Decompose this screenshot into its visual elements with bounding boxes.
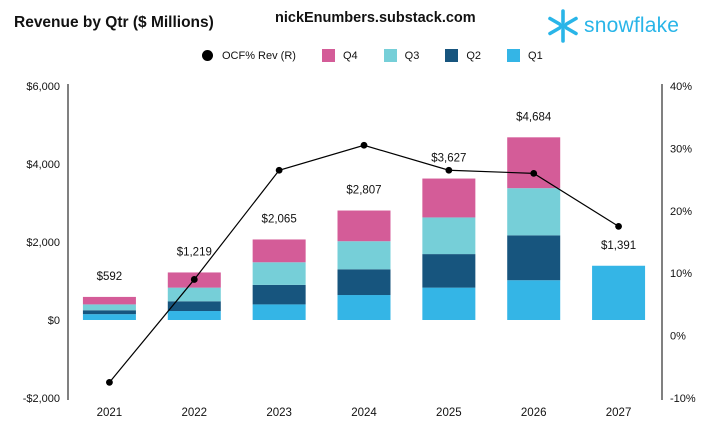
x-tick-label: 2024 [351,407,377,419]
bar-q2 [422,254,476,288]
x-tick-label: 2021 [97,407,123,419]
bar-q1 [252,304,306,320]
chart-legend: OCF% Rev (R) Q4 Q3 Q2 Q1 [202,49,569,62]
bar-q3 [422,217,476,255]
bar-q1 [167,311,221,320]
bar-q1 [422,287,476,320]
bar-q4 [252,239,306,263]
bar-q1 [337,295,391,320]
bar-q1 [507,280,561,320]
ocf-point [106,379,113,386]
legend-label-q4: Q4 [342,49,358,62]
bar-total-label: $1,219 [177,246,212,258]
ocf-point [360,141,368,149]
right-tick-label: 30% [670,143,692,155]
bar-q3 [82,304,136,311]
legend-item-q3: Q3 [383,49,420,62]
right-tick-label: 20% [670,206,692,218]
bar-q2 [507,235,561,281]
bar-total-label: $4,684 [516,111,552,123]
ocf-point [190,276,198,283]
bar-q1 [592,265,646,320]
right-tick-label: 10% [670,268,692,280]
bar-total-label: $592 [97,271,123,283]
bar-q4 [337,210,391,242]
legend-item-q2: Q2 [445,49,481,62]
bar-q2 [337,269,391,296]
ocf-point [445,166,453,174]
legend-label-q2: Q2 [466,49,482,62]
snowflake-icon [548,9,578,43]
right-tick-label: 40% [670,81,692,93]
brand-logo: snowflake [546,8,679,44]
legend-swatch-q4 [321,49,335,62]
x-tick-label: 2025 [436,407,462,419]
x-tick-label: 2023 [266,407,292,419]
legend-label-q3: Q3 [404,49,420,62]
bar-total-label: $2,065 [262,213,297,225]
right-tick-label: -10% [670,393,696,405]
x-tick-label: 2026 [521,407,547,419]
legend-label-q1: Q1 [528,49,543,62]
left-tick-label: $0 [48,315,60,327]
legend-item-ocf: OCF% Rev (R) [202,50,296,62]
legend-item-q4: Q4 [321,49,358,62]
bar-q2 [82,310,136,315]
bar-total-label: $1,391 [601,240,636,252]
bar-total-label: $2,807 [346,185,381,197]
bar-q1 [82,314,136,320]
ocf-point [615,223,622,230]
bar-q2 [167,301,221,312]
bar-q4 [507,137,561,189]
legend-swatch-q1 [507,49,521,62]
x-tick-label: 2027 [606,407,632,419]
ocf-point [275,166,283,174]
legend-marker-ocf [202,50,213,61]
bar-total-label: $3,627 [431,153,466,165]
bar-q4 [422,178,476,218]
ocf-point [530,169,538,177]
bar-q3 [507,188,561,236]
brand-name: snowflake [584,14,680,37]
source-label: nickEnumbers.substack.com [275,10,476,26]
bar-q3 [167,287,221,302]
left-tick-label: $4,000 [26,159,60,171]
bar-q3 [252,262,306,285]
legend-item-q1: Q1 [507,49,543,62]
right-tick-label: 0% [670,331,686,343]
legend-swatch-q3 [383,49,397,62]
bar-q3 [337,241,391,270]
bar-q2 [252,284,306,305]
x-tick-label: 2022 [181,407,207,419]
left-tick-label: $2,000 [26,237,60,249]
left-tick-label: -$2,000 [23,393,60,405]
chart-title: Revenue by Qtr ($ Millions) [14,14,214,31]
legend-swatch-q2 [445,49,459,62]
legend-label-ocf: OCF% Rev (R) [222,49,296,62]
left-tick-label: $6,000 [26,81,60,93]
bar-q4 [82,296,136,305]
